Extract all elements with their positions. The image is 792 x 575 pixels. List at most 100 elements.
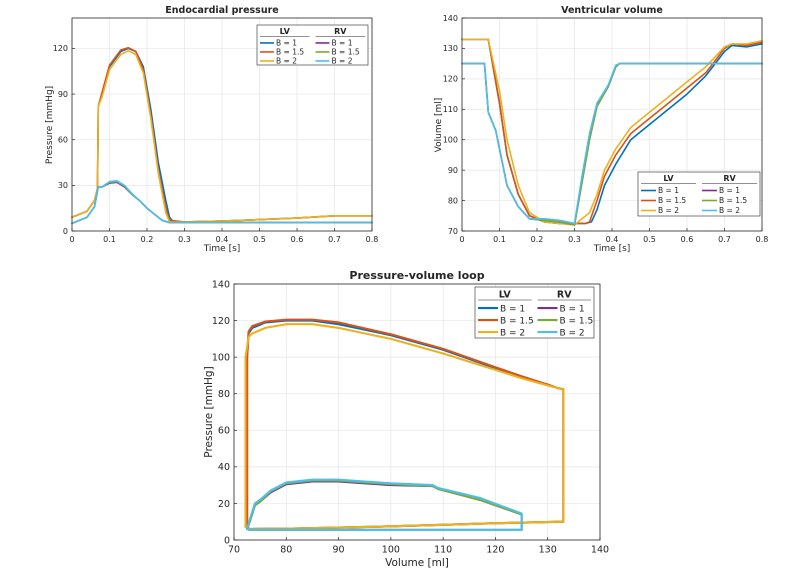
pressure-legend-label-rv-b15: B = 1.5 [332,48,360,57]
volume-legend-label-lv-b2: B = 2 [658,206,679,215]
pressure-ytick-label: 30 [58,181,68,190]
volume-ytick-label: 80 [448,196,458,205]
volume-series-lv-b15 [461,38,763,225]
pvloop-ytick-label: 120 [212,316,230,327]
pvloop-title: Pressure-volume loop [349,269,484,282]
volume-ytick-label: 70 [448,227,458,236]
pressure-legend-label-rv-b1: B = 1 [332,39,353,48]
pvloop-legend-label-rv-b2: B = 2 [560,328,585,338]
pvloop-ytick-label: 80 [218,389,230,400]
volume-legend-box [637,171,761,217]
volume-ytick-label: 120 [443,75,458,84]
pressure-legend-header-lv: LV [280,27,291,36]
volume-series-rv-b2 [461,62,763,225]
pressure-xlabel: Time [s] [203,244,241,254]
pvloop-xtick-label: 130 [539,545,557,556]
pvloop-legend-label-lv-b15: B = 1.5 [500,316,534,326]
pvloop-ytick-label: 40 [218,462,230,473]
pvloop-xtick-label: 80 [280,545,292,556]
pvloop-legend: LV B = 1 B = 1.5 B = 2 RV B = 1 B = 1.5 B = 2 [474,286,595,339]
pvloop-ytick-label: 0 [224,535,230,546]
pressure-ytick-label: 0 [63,227,68,236]
pvloop-ytick-label: 100 [212,352,230,363]
volume-ytick-label: 130 [443,44,458,53]
volume-chart: 0 0.1 0.2 0.3 0.4 0.5 0.6 0.7 0.8 70 80 90 100 110 120… [434,5,768,254]
pvloop-ytick-label: 20 [218,499,230,510]
pvloop-xtick-label: 110 [434,545,452,556]
volume-xtick-label: 0.7 [718,235,731,244]
volume-xtick-label: 0 [459,235,464,244]
pressure-series [71,46,373,225]
pressure-xtick-label: 0.3 [178,235,191,244]
pressure-legend-header-rv: RV [334,27,347,36]
pressure-xtick-label: 0.6 [291,235,304,244]
pressure-ticks: 0 0.1 0.2 0.3 0.4 0.5 0.6 0.7 0.8 0 30 60 90 120 [53,44,379,244]
volume-legend-label-rv-b2: B = 2 [719,206,740,215]
volume-legend-header-rv: RV [723,174,736,183]
pvloop-legend-header-lv: LV [499,290,512,301]
pvloop-ticks: 70 80 90 100 110 120 130 140 0 20 40 60 80 100 120 140 [212,279,609,555]
pressure-series-rv-b2 [71,180,373,225]
pressure-xtick-label: 0.8 [366,235,379,244]
pvloop-legend-box [474,286,595,339]
pvloop-legend-header-rv: RV [557,290,572,301]
pressure-xtick-label: 0.5 [253,235,266,244]
volume-xtick-label: 0.1 [493,235,506,244]
pressure-title: Endocardial pressure [165,5,278,16]
volume-xtick-label: 0.5 [643,235,656,244]
pvloop-ytick-label: 60 [218,426,230,437]
pvloop-series [244,318,565,531]
pvloop-chart: 70 80 90 100 110 120 130 140020406080100120140 … [203,269,609,569]
pvloop-ytick-label: 140 [212,279,230,290]
pvloop-xtick-label: 140 [591,545,609,556]
volume-xtick-label: 0.6 [681,235,694,244]
pvloop-legend-label-lv-b1: B = 1 [500,304,525,314]
pvloop-series-rv-b2 [246,478,523,531]
pvloop-xtick-label: 90 [333,545,345,556]
volume-ytick-label: 100 [443,136,458,145]
volume-series-lv-b2 [461,38,763,226]
pressure-ytick-label: 120 [53,44,68,53]
volume-ytick-label: 110 [443,105,458,114]
pvloop-legend-label-rv-b1: B = 1 [560,304,585,314]
volume-xtick-label: 0.2 [531,235,544,244]
pvloop-xtick-label: 70 [228,545,240,556]
pvloop-legend-label-lv-b2: B = 2 [500,328,525,338]
volume-legend-label-rv-b1: B = 1 [719,186,740,195]
pressure-xtick-label: 0.2 [141,235,154,244]
volume-ytick-label: 90 [448,166,458,175]
volume-ytick-label: 140 [443,14,458,23]
pressure-legend-box [256,24,369,66]
volume-legend-label-lv-b15: B = 1.5 [658,196,686,205]
volume-legend-label-rv-b15: B = 1.5 [719,196,747,205]
volume-series [461,38,763,226]
pressure-legend-label-rv-b2: B = 2 [332,57,353,66]
pressure-series-lv-b2 [71,49,373,223]
pvloop-legend-label-rv-b15: B = 1.5 [560,316,594,326]
pressure-ytick-label: 90 [58,90,68,99]
volume-legend-label-lv-b1: B = 1 [658,186,679,195]
volume-xtick-label: 0.4 [606,235,619,244]
pressure-xtick-label: 0.4 [216,235,229,244]
pressure-ylabel: Pressure [mmHg] [45,86,55,164]
pvloop-series-lv-b2 [244,323,565,531]
pvloop-xlabel: Volume [ml] [385,557,449,569]
pressure-legend-label-lv-b1: B = 1 [276,39,297,48]
pressure-legend-label-lv-b15: B = 1.5 [276,48,304,57]
pressure-legend-label-lv-b2: B = 2 [276,57,297,66]
pressure-ytick-label: 60 [58,136,68,145]
pvloop-xtick-label: 120 [486,545,504,556]
volume-title: Ventricular volume [561,5,663,16]
pvloop-axes-box [233,283,601,541]
volume-xlabel: Time [s] [593,244,631,254]
volume-ylabel: Volume [ml] [434,98,444,153]
pressure-chart: 0 0.1 0.2 0.3 0.4 0.5 0.6 0.7 0.8 0 30 60 90 120 Endo… [45,5,378,254]
volume-legend-header-lv: LV [663,174,674,183]
pressure-xtick-label: 0.7 [328,235,341,244]
pvloop-ylabel: Pressure [mmHg] [203,366,215,457]
volume-xtick-label: 0.8 [756,235,769,244]
pressure-xtick-label: 0 [69,235,74,244]
